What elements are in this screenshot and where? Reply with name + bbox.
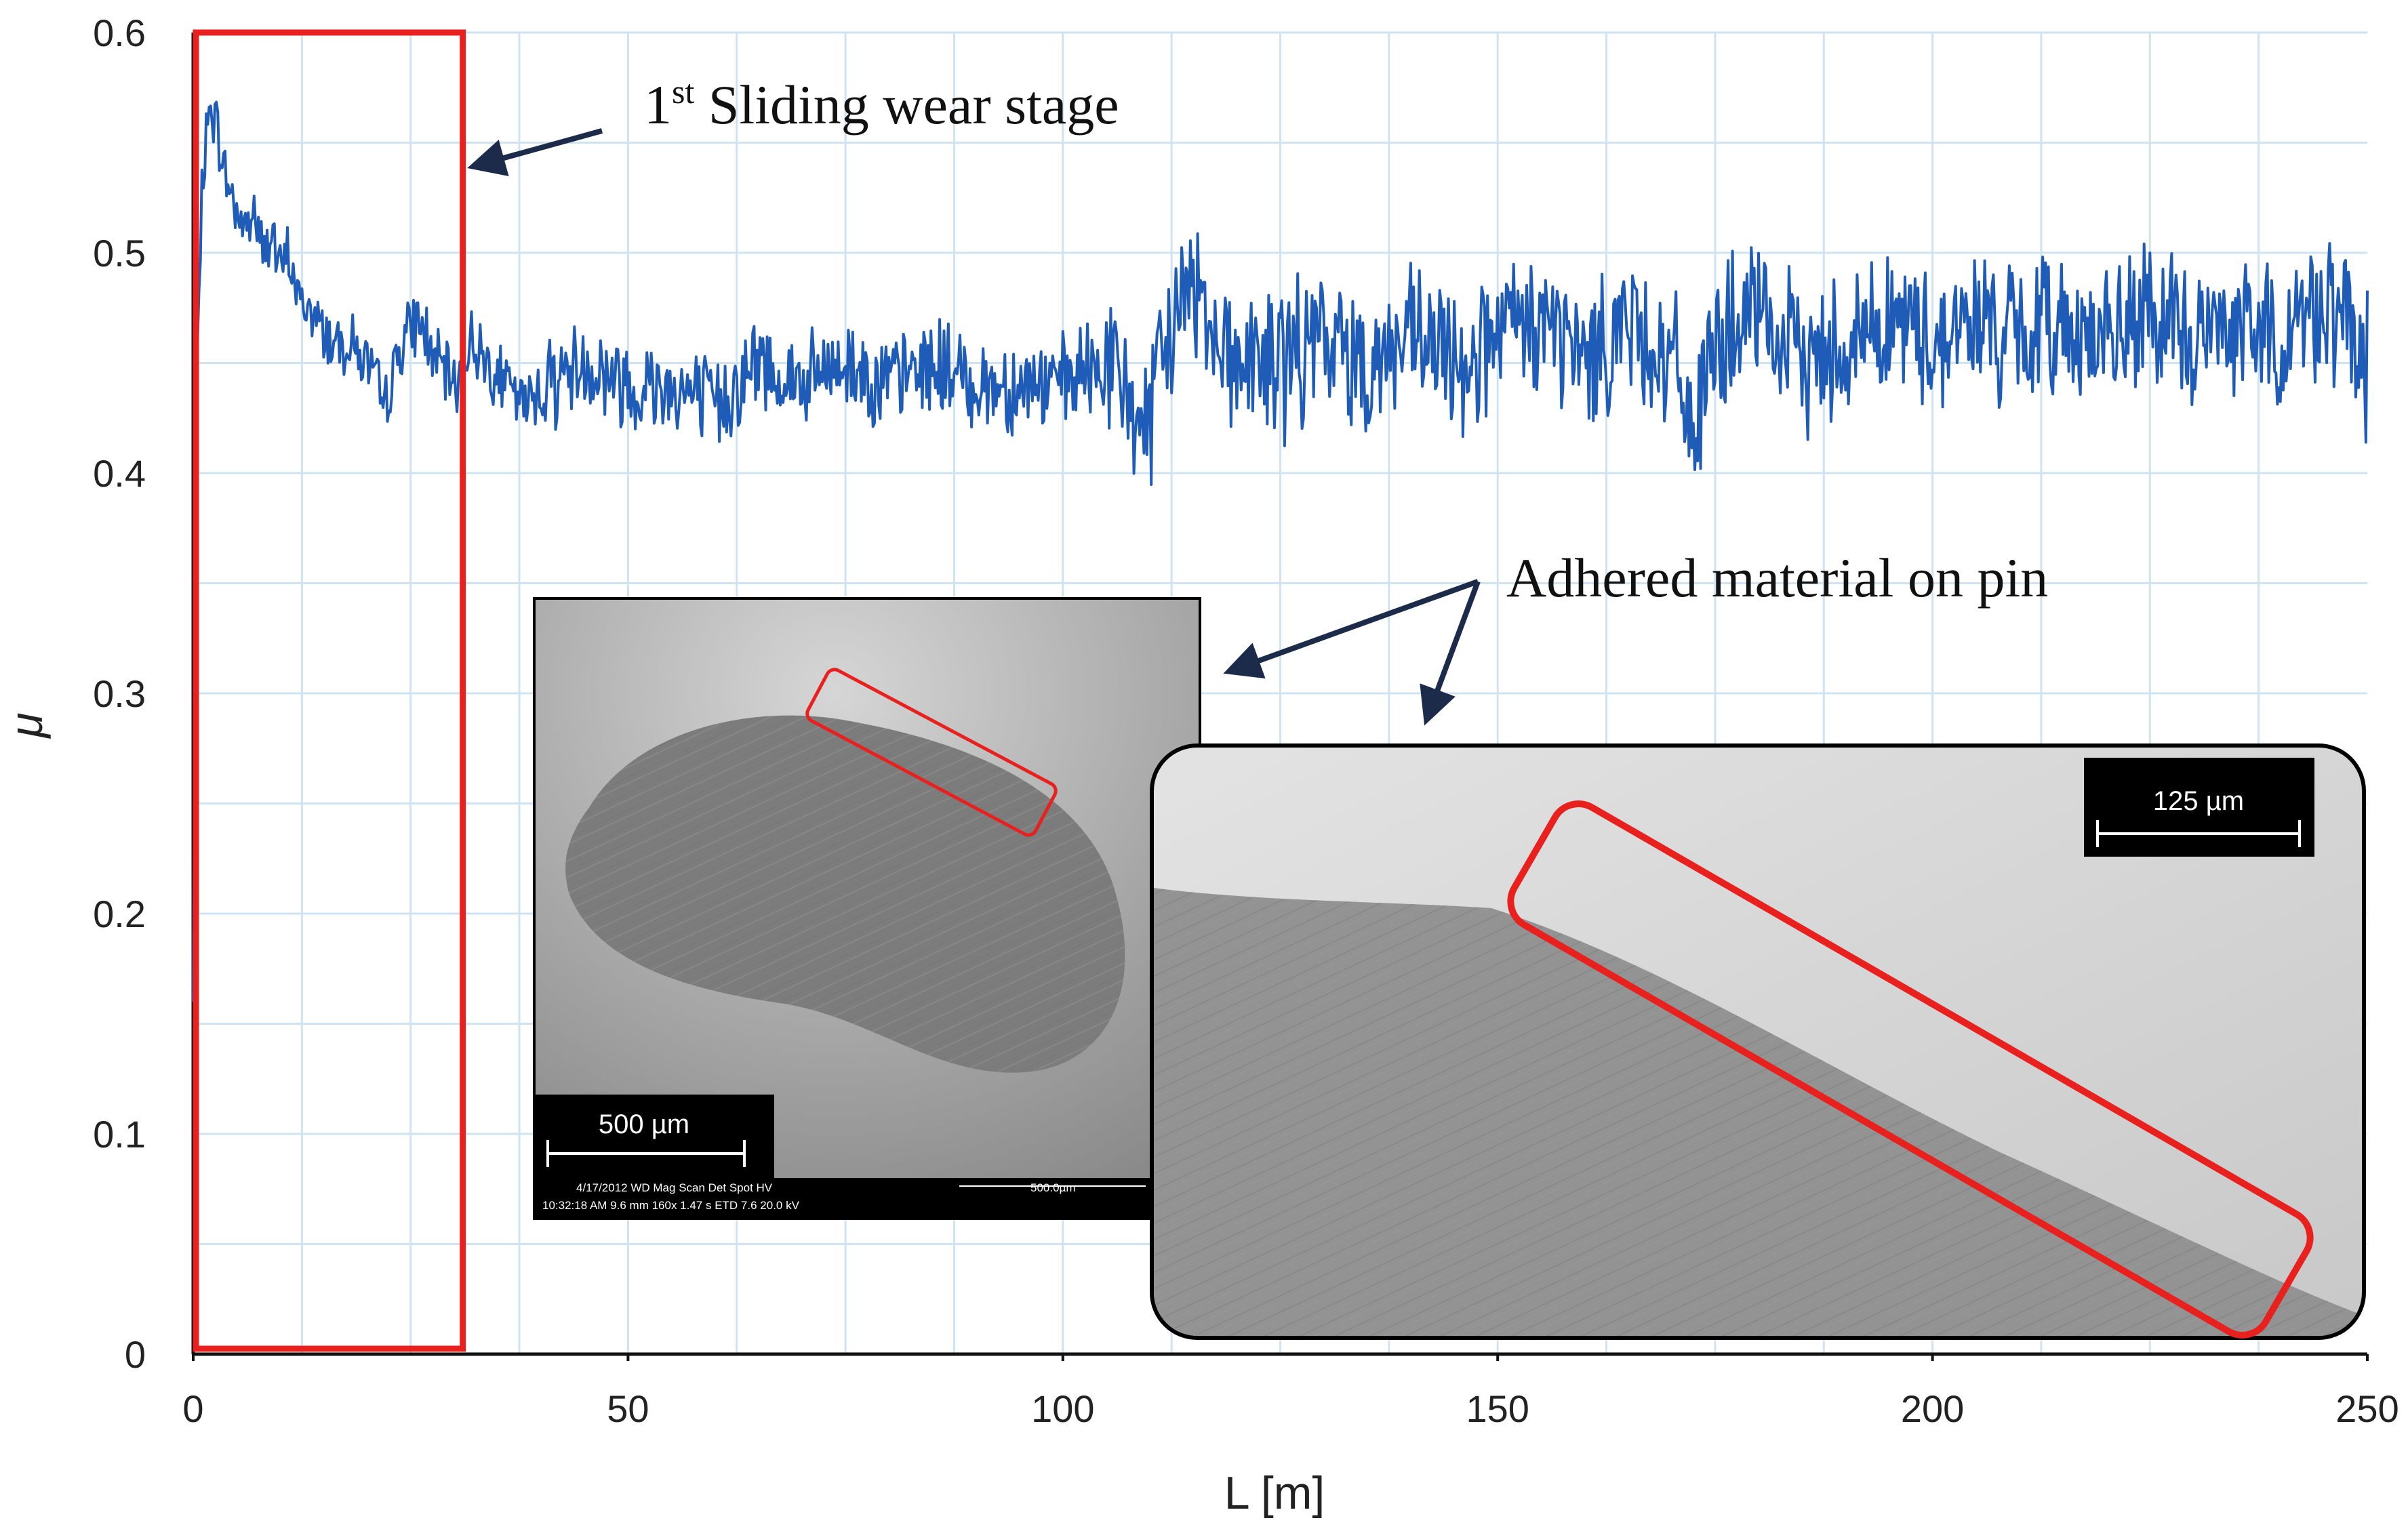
sem-meta-scale: 500.0µm bbox=[1030, 1181, 1076, 1194]
annotation-first-stage: 1st Sliding wear stage bbox=[644, 73, 1119, 136]
y-tick-label: 0.6 bbox=[93, 12, 146, 54]
x-axis-title: L [m] bbox=[1224, 1467, 1325, 1519]
sem-meta-line1: 4/17/2012 WD Mag Scan Det Spot HV bbox=[576, 1181, 773, 1194]
inset-left-highlight bbox=[805, 668, 1058, 837]
y-tick-label: 0.2 bbox=[93, 893, 146, 935]
y-tick-label: 0.4 bbox=[93, 452, 146, 495]
y-tick-label: 0.1 bbox=[93, 1113, 146, 1156]
arrow-first-stage bbox=[467, 128, 603, 177]
scale-bar-label-left: 500 µm bbox=[599, 1109, 689, 1139]
annotation-first-stage-base: 1 bbox=[644, 74, 672, 136]
sem-inset-right: 125 µm bbox=[1150, 743, 2366, 1340]
y-axis-title: μ bbox=[1, 712, 52, 739]
x-tick-label: 250 bbox=[2335, 1387, 2399, 1430]
y-tick-label: 0.3 bbox=[93, 672, 146, 715]
arrow-to-right-inset bbox=[1420, 580, 1481, 726]
x-tick-label: 150 bbox=[1466, 1387, 1529, 1430]
scale-bar-label-right: 125 µm bbox=[2153, 786, 2244, 816]
annotation-first-stage-rest: Sliding wear stage bbox=[694, 74, 1119, 136]
x-ticks: 0 50 100 150 200 250 bbox=[182, 1354, 2399, 1430]
first-stage-highlight bbox=[193, 29, 466, 1352]
sem-meta-line2: 10:32:18 AM 9.6 mm 160x 1.47 s ETD 7.6 2… bbox=[542, 1199, 800, 1212]
x-tick-label: 50 bbox=[607, 1387, 649, 1430]
annotation-adhered-material: Adhered material on pin bbox=[1506, 547, 2048, 609]
x-tick-label: 0 bbox=[182, 1387, 203, 1430]
y-ticks: 0 0.1 0.2 0.3 0.4 0.5 0.6 bbox=[93, 12, 146, 1376]
friction-series-line bbox=[192, 100, 2369, 1002]
y-tick-label: 0.5 bbox=[93, 232, 146, 274]
annotation-first-stage-sup: st bbox=[672, 73, 694, 110]
y-tick-label: 0 bbox=[125, 1333, 146, 1376]
x-tick-label: 200 bbox=[1901, 1387, 1964, 1430]
inset-right-highlight bbox=[1507, 800, 2314, 1339]
sem-inset-left: 4/17/2012 WD Mag Scan Det Spot HV 10:32:… bbox=[533, 597, 1201, 1220]
x-tick-label: 100 bbox=[1031, 1387, 1094, 1430]
arrow-to-left-inset bbox=[1223, 579, 1479, 679]
